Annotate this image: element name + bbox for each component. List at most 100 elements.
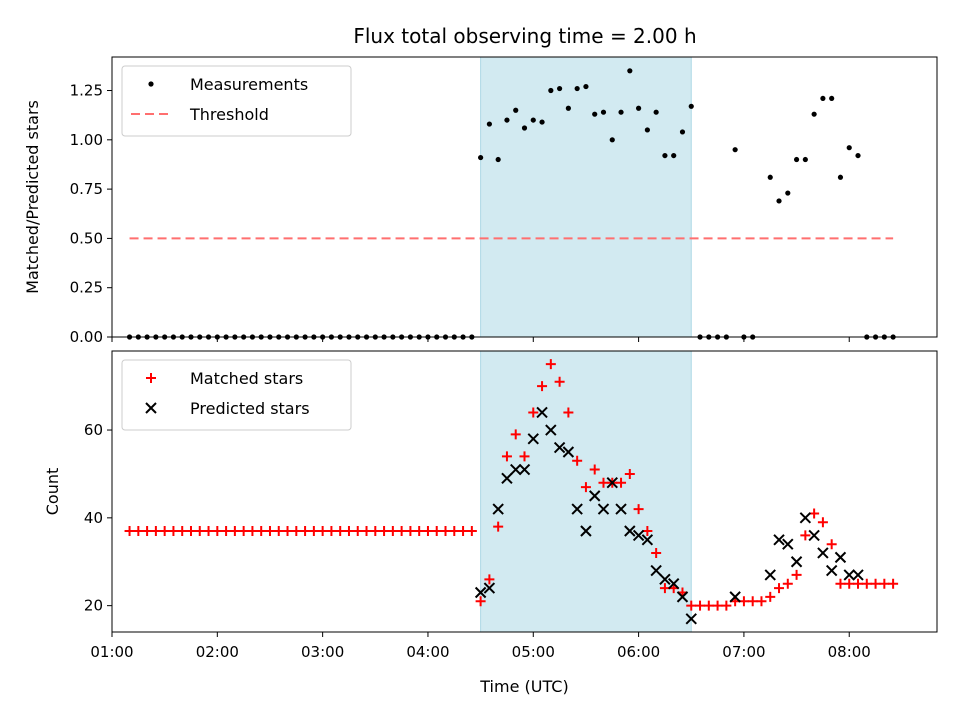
data-point: [326, 526, 337, 537]
data-point: [574, 85, 580, 92]
data-point: [300, 526, 311, 537]
data-point: [519, 451, 530, 462]
data-point: [782, 538, 794, 550]
legend-label: Matched stars: [190, 369, 303, 388]
data-point: [785, 190, 791, 196]
legend-label: Measurements: [190, 75, 308, 94]
y-tick-label: 0.75: [70, 180, 103, 198]
data-point: [852, 569, 864, 581]
data-point: [695, 600, 706, 611]
data-point: [600, 109, 607, 115]
data-point: [493, 521, 504, 532]
x-tick-label: 04:00: [406, 643, 449, 661]
data-point: [624, 525, 636, 537]
chart-title: Flux total observing time = 2.00 h: [353, 24, 696, 48]
data-point: [776, 198, 782, 204]
data-point: [829, 95, 835, 102]
data-point: [379, 526, 390, 537]
legend-label: Predicted stars: [190, 399, 310, 418]
data-point: [548, 87, 554, 94]
data-point: [580, 482, 591, 493]
x-tick-label: 07:00: [722, 643, 765, 661]
data-point: [554, 376, 565, 387]
data-point: [352, 526, 363, 537]
data-point: [545, 424, 557, 436]
data-point: [799, 512, 812, 524]
data-point: [405, 526, 416, 537]
data-point: [518, 463, 531, 476]
data-point: [177, 526, 188, 537]
data-point: [501, 472, 513, 485]
data-point: [686, 600, 697, 611]
data-point: [370, 526, 381, 537]
data-point: [721, 600, 732, 611]
data-point: [583, 83, 589, 90]
data-point: [853, 578, 864, 589]
data-point: [790, 556, 803, 568]
y-tick-label: 1.00: [70, 131, 103, 149]
data-point: [396, 526, 407, 537]
data-point: [782, 578, 793, 589]
data-point: [802, 156, 808, 163]
data-point: [530, 117, 536, 123]
data-point: [553, 441, 566, 454]
data-point: [504, 117, 510, 123]
data-point: [513, 107, 519, 113]
data-point: [492, 503, 504, 515]
x-tick-label: 01:00: [90, 643, 133, 661]
y-tick-label: 20: [84, 597, 103, 615]
y-axis-label: Count: [43, 468, 62, 516]
series-1-markers: [474, 406, 864, 625]
y-tick-label: 0.00: [70, 328, 103, 346]
x-axis-label: Time (UTC): [479, 677, 568, 696]
data-point: [557, 85, 563, 92]
data-point: [528, 407, 539, 418]
data-point: [440, 526, 451, 537]
data-point: [679, 129, 686, 135]
data-point: [221, 526, 232, 537]
data-point: [510, 429, 521, 440]
data-point: [562, 446, 575, 458]
legend-marker-x: [145, 402, 157, 414]
data-point: [589, 490, 601, 502]
y-tick-label: 0.25: [70, 279, 103, 297]
data-point: [537, 381, 548, 392]
data-point: [203, 526, 214, 537]
data-point: [317, 526, 328, 537]
data-point: [703, 600, 714, 611]
data-point: [387, 526, 398, 537]
data-point: [791, 569, 802, 580]
data-point: [589, 464, 600, 475]
data-point: [756, 596, 767, 607]
data-point: [644, 127, 650, 133]
data-point: [229, 526, 240, 537]
data-point: [609, 137, 615, 143]
legend-box: [121, 65, 352, 137]
x-tick-label: 03:00: [301, 643, 344, 661]
data-point: [825, 564, 838, 577]
data-point: [474, 586, 487, 599]
data-point: [414, 526, 425, 537]
plot-frame: [111, 56, 938, 338]
data-point: [793, 156, 800, 163]
data-point: [685, 613, 697, 625]
data-point: [800, 530, 811, 541]
data-point: [767, 174, 773, 180]
data-point: [291, 526, 302, 537]
data-point: [282, 526, 293, 537]
data-point: [510, 463, 522, 476]
data-point: [572, 455, 583, 466]
data-point: [264, 526, 275, 537]
data-point: [458, 526, 469, 537]
legend-marker-plus: [146, 373, 156, 383]
data-point: [641, 534, 654, 546]
data-point: [142, 526, 153, 537]
data-point: [808, 529, 820, 542]
data-point: [627, 68, 633, 74]
data-point: [888, 578, 899, 589]
data-point: [168, 526, 179, 537]
data-point: [817, 517, 828, 528]
data-point: [632, 529, 645, 542]
data-point: [343, 526, 354, 537]
